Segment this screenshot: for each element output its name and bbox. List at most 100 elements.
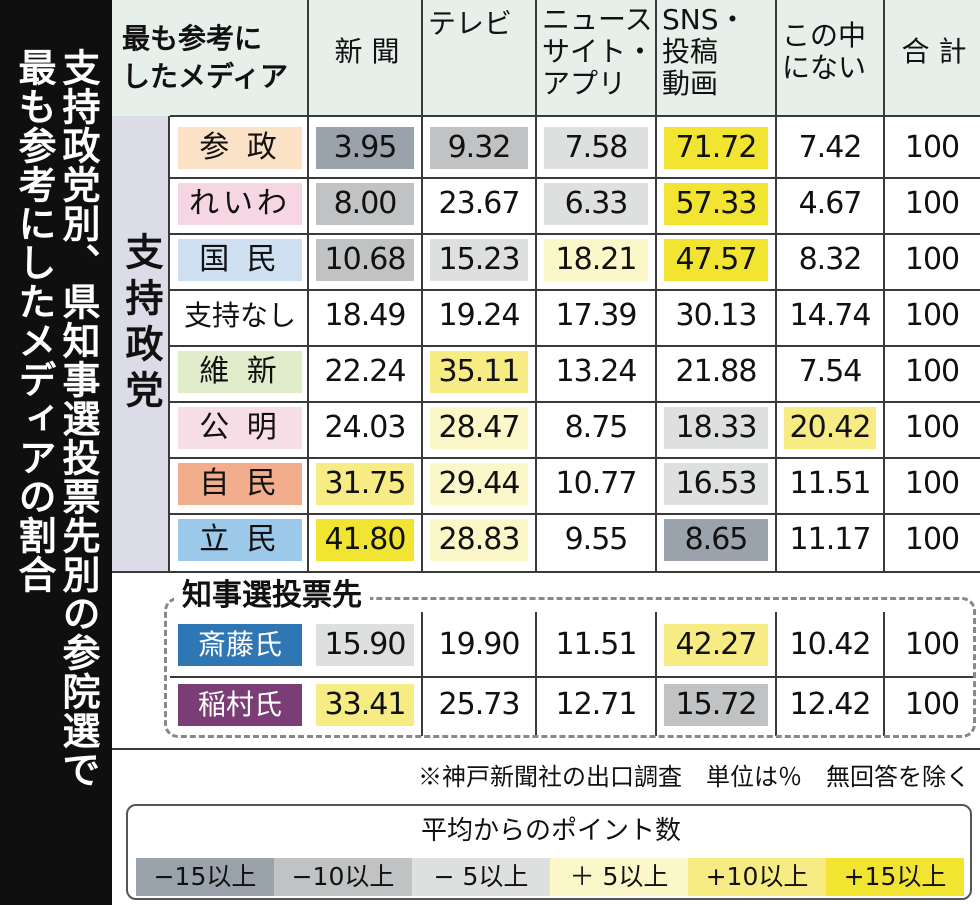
row-label: 支持なし bbox=[183, 299, 296, 332]
row-label: 立 民 bbox=[178, 519, 302, 561]
data-cell: 31.75 bbox=[316, 463, 414, 505]
column-header: この中 にない bbox=[782, 19, 867, 84]
column-divider bbox=[655, 612, 657, 736]
column-header: SNS・ 投稿 動画 bbox=[662, 3, 747, 100]
data-cell: 19.90 bbox=[438, 627, 521, 662]
row-divider bbox=[170, 177, 980, 179]
data-cell: 15.23 bbox=[430, 239, 528, 281]
column-divider bbox=[535, 612, 537, 736]
row-divider bbox=[170, 401, 980, 403]
data-cell: 9.55 bbox=[564, 522, 629, 557]
column-divider bbox=[421, 612, 423, 736]
row-label: 維 新 bbox=[178, 351, 302, 393]
column-divider bbox=[775, 0, 777, 572]
data-cell: 8.65 bbox=[664, 519, 768, 561]
legend-swatch: ＋ 5以上 bbox=[550, 858, 688, 896]
row-label: 参 政 bbox=[178, 127, 302, 169]
data-cell: 11.51 bbox=[789, 466, 872, 501]
data-cell: 12.42 bbox=[789, 687, 872, 722]
column-divider bbox=[883, 612, 885, 736]
legend: 平均からのポイント数 −15以上 −10以上 − 5以上＋ 5以上 +10以上 +15以… bbox=[126, 804, 972, 900]
data-cell: 7.54 bbox=[798, 354, 863, 389]
data-cell: 15.72 bbox=[664, 684, 768, 726]
column-header: テレビ bbox=[428, 7, 513, 40]
data-cell: 57.33 bbox=[664, 183, 768, 225]
data-cell: 100 bbox=[904, 186, 960, 221]
column-divider bbox=[535, 0, 537, 572]
data-cell: 100 bbox=[904, 687, 960, 722]
data-cell: 22.24 bbox=[324, 354, 407, 389]
data-cell: 42.27 bbox=[664, 624, 768, 666]
row-divider bbox=[112, 571, 980, 573]
row-label: 自 民 bbox=[178, 463, 302, 505]
data-cell: 24.03 bbox=[324, 410, 407, 445]
legend-swatch: +15以上 bbox=[826, 858, 964, 896]
data-cell: 100 bbox=[904, 130, 960, 165]
data-cell: 29.44 bbox=[430, 463, 528, 505]
data-cell: 8.00 bbox=[316, 183, 414, 225]
data-cell: 16.53 bbox=[664, 463, 768, 505]
row-divider bbox=[170, 289, 980, 291]
data-cell: 30.13 bbox=[675, 298, 758, 333]
data-cell: 18.21 bbox=[544, 239, 648, 281]
data-cell: 25.73 bbox=[438, 687, 521, 722]
governor-vote-section bbox=[164, 597, 976, 738]
data-cell: 3.95 bbox=[316, 127, 414, 169]
data-cell: 8.75 bbox=[564, 410, 629, 445]
row-divider bbox=[170, 115, 980, 117]
legend-title: 平均からのポイント数 bbox=[420, 816, 681, 846]
data-cell: 28.83 bbox=[430, 519, 528, 561]
title-line-1: 支持政党別、県知事選投票先別の参院選で bbox=[56, 48, 100, 789]
data-cell: 33.41 bbox=[316, 684, 414, 726]
data-cell: 10.42 bbox=[789, 627, 872, 662]
data-cell: 9.32 bbox=[430, 127, 528, 169]
data-cell: 15.90 bbox=[316, 624, 414, 666]
row-label: れいわ bbox=[178, 183, 302, 225]
data-cell: 6.33 bbox=[544, 183, 648, 225]
row-divider bbox=[112, 748, 980, 750]
source-note: ※神戸新聞社の出口調査 単位は％ 無回答を除く bbox=[418, 763, 970, 791]
row-label: 国 民 bbox=[178, 239, 302, 281]
data-cell: 100 bbox=[904, 242, 960, 277]
data-cell: 100 bbox=[904, 410, 960, 445]
data-table: 最も参考に したメディア 新 聞テレビ ニュース サイト・ アプリ SNS・ 投稿 … bbox=[112, 0, 980, 905]
row-label: 稲村氏 bbox=[178, 684, 302, 726]
row-divider bbox=[170, 233, 980, 235]
data-cell: 8.32 bbox=[798, 242, 863, 277]
column-header: 合 計 bbox=[901, 35, 967, 68]
data-cell: 28.47 bbox=[430, 407, 528, 449]
legend-swatch: −15以上 bbox=[136, 858, 274, 896]
data-cell: 11.51 bbox=[555, 627, 638, 662]
data-cell: 35.11 bbox=[430, 351, 528, 393]
column-divider bbox=[883, 0, 885, 572]
data-cell: 100 bbox=[904, 627, 960, 662]
data-cell: 71.72 bbox=[664, 127, 768, 169]
row-label: 斎藤氏 bbox=[178, 624, 302, 666]
party-label-band bbox=[112, 116, 170, 572]
data-cell: 47.57 bbox=[664, 239, 768, 281]
data-cell: 20.42 bbox=[784, 407, 876, 449]
title-line-2: 最も参考にしたメディアの割合 bbox=[12, 48, 56, 594]
legend-swatch: − 5以上 bbox=[412, 858, 550, 896]
column-divider bbox=[775, 612, 777, 736]
data-cell: 7.58 bbox=[544, 127, 648, 169]
data-cell: 10.77 bbox=[555, 466, 638, 501]
support-party-label: 支持政党 bbox=[119, 232, 163, 416]
column-divider bbox=[307, 0, 309, 572]
row-divider bbox=[170, 513, 980, 515]
data-cell: 100 bbox=[904, 354, 960, 389]
data-cell: 19.24 bbox=[438, 298, 521, 333]
data-cell: 21.88 bbox=[675, 354, 758, 389]
column-header: ニュース サイト・ アプリ bbox=[542, 3, 655, 100]
header-band bbox=[112, 0, 980, 116]
row-divider bbox=[170, 676, 976, 678]
column-divider bbox=[421, 0, 423, 572]
data-cell: 17.39 bbox=[555, 298, 638, 333]
governor-vote-title: 知事選投票先 bbox=[174, 578, 370, 614]
data-cell: 100 bbox=[904, 298, 960, 333]
data-cell: 41.80 bbox=[316, 519, 414, 561]
row-divider bbox=[170, 457, 980, 459]
data-cell: 100 bbox=[904, 466, 960, 501]
data-cell: 4.67 bbox=[798, 186, 863, 221]
column-divider bbox=[168, 116, 170, 572]
